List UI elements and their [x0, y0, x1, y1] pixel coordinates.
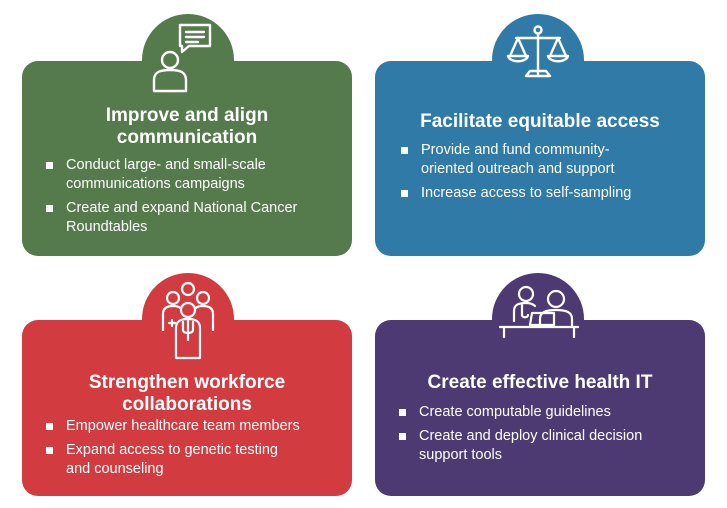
healthcare-team-icon	[161, 281, 215, 360]
bullet-line: Create and expand National Cancer	[66, 200, 298, 216]
bullet-list: Empower healthcare team members Expand a…	[44, 417, 354, 484]
bullet-line: Create computable guidelines	[419, 404, 611, 420]
bullet-list: Create computable guidelines Create and …	[397, 403, 697, 470]
card-title-line: collaborations	[122, 394, 252, 415]
card-workforce-collaborations: Strengthen workforce collaborations Empo…	[22, 320, 352, 496]
doctor-patient-computer-icon	[498, 285, 580, 339]
bullet-line: oriented outreach and support	[421, 161, 615, 177]
bullet-line: Empower healthcare team members	[66, 418, 300, 434]
card-title: Create effective health IT	[375, 372, 705, 394]
card-equitable-access: Facilitate equitable access Provide and …	[375, 61, 705, 256]
bullet-item: Create and deploy clinical decision supp…	[397, 427, 697, 465]
person-speech-bubble-icon	[152, 23, 212, 93]
bullet-list: Conduct large- and small-scale communica…	[44, 156, 344, 242]
card-title-line: communication	[116, 127, 258, 148]
bullet-line: support tools	[419, 447, 503, 463]
card-improve-communication: Improve and align communication Conduct …	[22, 61, 352, 256]
bullet-line: Create and deploy clinical decision	[419, 428, 643, 444]
card-title-line: Facilitate equitable access	[420, 111, 660, 132]
bullet-item: Create and expand National Cancer Roundt…	[44, 199, 344, 237]
bullet-line: communications campaigns	[66, 176, 245, 192]
bullet-line: Conduct large- and small-scale	[66, 157, 266, 173]
bullet-item: Provide and fund community- oriented out…	[399, 141, 699, 179]
bullet-item: Create computable guidelines	[397, 403, 697, 422]
bullet-line: Expand access to genetic testing	[66, 442, 278, 458]
bullet-line: Roundtables	[66, 219, 148, 235]
bullet-line: and counseling	[66, 461, 164, 477]
card-title-line: Create effective health IT	[427, 372, 653, 393]
card-title: Facilitate equitable access	[375, 111, 705, 133]
scales-of-justice-icon	[506, 25, 570, 78]
card-health-it: Create effective health IT Create comput…	[375, 320, 705, 496]
card-title-line: Improve and align	[105, 105, 269, 126]
card-title: Improve and align communication	[22, 105, 352, 149]
card-title-line: Strengthen workforce	[88, 372, 286, 393]
bullet-item: Conduct large- and small-scale communica…	[44, 156, 344, 194]
card-title: Strengthen workforce collaborations	[22, 372, 352, 416]
bullet-list: Provide and fund community- oriented out…	[399, 141, 699, 208]
bullet-item: Increase access to self-sampling	[399, 184, 699, 203]
bullet-line: Provide and fund community-	[421, 142, 610, 158]
bullet-item: Empower healthcare team members	[44, 417, 354, 436]
bullet-item: Expand access to genetic testing and cou…	[44, 441, 354, 479]
bullet-line: Increase access to self-sampling	[421, 185, 632, 201]
